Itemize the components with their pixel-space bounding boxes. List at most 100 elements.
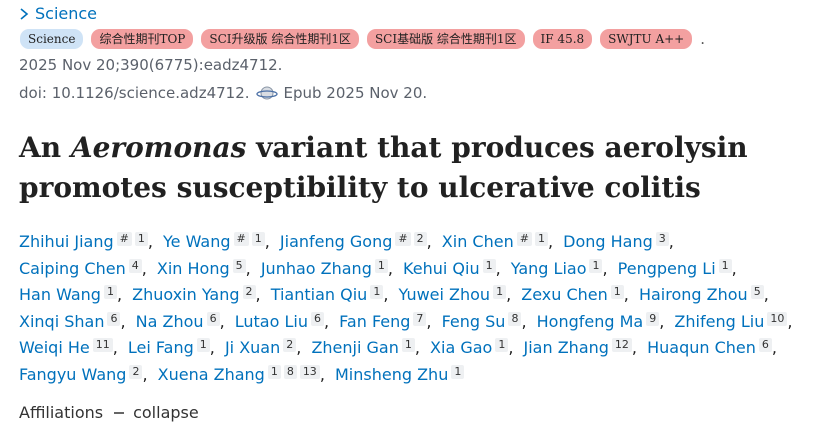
article-title: An Aeromonas variant that produces aerol… bbox=[19, 128, 779, 208]
author-name[interactable]: Xinqi Shan bbox=[19, 311, 105, 331]
separator: , bbox=[521, 311, 527, 331]
author-name[interactable]: Zhuoxin Yang bbox=[132, 285, 240, 305]
author-name[interactable]: Xuena Zhang bbox=[157, 364, 265, 384]
separator: , bbox=[763, 285, 769, 305]
affiliation-ref[interactable]: 7 bbox=[413, 311, 427, 326]
affiliation-ref[interactable]: # bbox=[116, 232, 132, 246]
author: Hairong Zhou 5, bbox=[639, 285, 774, 304]
affiliation-ref[interactable]: 1 bbox=[495, 338, 509, 353]
affiliation-ref[interactable]: 5 bbox=[750, 285, 764, 300]
affiliation-ref[interactable]: # bbox=[233, 232, 249, 246]
author-name[interactable]: Lutao Liu bbox=[234, 311, 308, 331]
affiliation-ref[interactable]: 5 bbox=[232, 258, 246, 273]
affiliation-ref[interactable]: 2 bbox=[242, 285, 256, 300]
author: Weiqi He 11, bbox=[19, 338, 123, 357]
affiliation-ref[interactable]: 1 bbox=[589, 258, 603, 273]
journal-name[interactable]: Science bbox=[35, 4, 98, 23]
affiliation-ref[interactable]: 6 bbox=[107, 311, 121, 326]
separator: , bbox=[495, 258, 501, 278]
affiliation-ref[interactable]: 8 bbox=[283, 364, 297, 379]
affiliation-ref[interactable]: # bbox=[516, 232, 532, 246]
separator: , bbox=[296, 338, 302, 358]
affiliation-ref[interactable]: 3 bbox=[655, 232, 669, 246]
affiliation-ref[interactable]: 1 bbox=[610, 285, 624, 300]
affiliation-ref[interactable]: # bbox=[395, 232, 411, 246]
journal-link[interactable]: Science bbox=[19, 4, 97, 23]
affiliation-ref[interactable]: 11 bbox=[92, 338, 113, 353]
affiliation-ref[interactable]: 1 bbox=[374, 258, 388, 273]
author-name[interactable]: Junhao Zhang bbox=[260, 258, 372, 278]
author-name[interactable]: Xin Chen bbox=[441, 232, 514, 251]
citation: 2025 Nov 20;390(6775):eadz4712. bbox=[19, 56, 283, 74]
affiliation-ref[interactable]: 2 bbox=[413, 232, 427, 246]
affiliation-ref[interactable]: 1 bbox=[267, 364, 281, 379]
author-name[interactable]: Kehui Qiu bbox=[403, 258, 480, 278]
author-name[interactable]: Zhihui Jiang bbox=[19, 232, 114, 251]
affiliation-ref[interactable]: 1 bbox=[493, 285, 507, 300]
separator: , bbox=[219, 311, 225, 331]
author: Han Wang 1, bbox=[19, 285, 127, 304]
collapse-label[interactable]: collapse bbox=[133, 403, 199, 422]
author-name[interactable]: Fan Feng bbox=[339, 311, 411, 331]
author-name[interactable]: Dong Hang bbox=[563, 232, 653, 251]
affiliation-ref[interactable]: 1 bbox=[401, 338, 415, 353]
author-name[interactable]: Yuwei Zhou bbox=[398, 285, 491, 305]
author-name[interactable]: Xia Gao bbox=[430, 338, 493, 358]
author: Yuwei Zhou 1, bbox=[399, 285, 517, 304]
separator: , bbox=[659, 311, 665, 331]
affiliation-ref[interactable]: 6 bbox=[310, 311, 324, 326]
affiliation-ref[interactable]: 1 bbox=[718, 258, 732, 273]
author-name[interactable]: Hongfeng Ma bbox=[536, 311, 644, 331]
author-name[interactable]: Hairong Zhou bbox=[638, 285, 748, 305]
author: Pengpeng Li 1, bbox=[617, 258, 742, 278]
affiliation-ref[interactable]: 4 bbox=[128, 258, 142, 273]
affiliation-ref[interactable]: 13 bbox=[299, 364, 320, 379]
affiliation-ref[interactable]: 1 bbox=[103, 285, 117, 300]
affiliation-ref[interactable]: 1 bbox=[482, 258, 496, 273]
author-name[interactable]: Zexu Chen bbox=[521, 285, 608, 305]
affiliation-ref[interactable]: 6 bbox=[206, 311, 220, 326]
author: Fangyu Wang 2, bbox=[19, 364, 153, 384]
separator: , bbox=[112, 338, 118, 358]
affiliation-ref[interactable]: 8 bbox=[508, 311, 522, 326]
author: Xin Chen #1, bbox=[442, 232, 558, 251]
author-name[interactable]: Fangyu Wang bbox=[19, 364, 127, 384]
affiliation-ref[interactable]: 6 bbox=[758, 338, 772, 353]
author-name[interactable]: Pengpeng Li bbox=[617, 258, 716, 278]
affiliation-ref[interactable]: 1 bbox=[196, 338, 210, 353]
collapse-toggle[interactable]: collapse bbox=[113, 403, 199, 422]
affiliation-ref[interactable]: 1 bbox=[134, 232, 148, 246]
author: Zhifeng Liu 10, bbox=[674, 311, 797, 331]
author-name[interactable]: Ye Wang bbox=[163, 232, 231, 251]
author: Xinqi Shan 6, bbox=[19, 311, 131, 331]
affiliation-ref[interactable]: 2 bbox=[129, 364, 143, 379]
author-name[interactable]: Tiantian Qiu bbox=[270, 285, 368, 305]
author-name[interactable]: Zhenji Gan bbox=[311, 338, 399, 358]
author-name[interactable]: Minsheng Zhu bbox=[335, 364, 449, 384]
author-name[interactable]: Huaqun Chen bbox=[647, 338, 756, 358]
author-name[interactable]: Ji Xuan bbox=[224, 338, 281, 358]
affiliation-ref[interactable]: 1 bbox=[451, 364, 465, 379]
affiliation-ref[interactable]: 12 bbox=[611, 338, 632, 353]
author-name[interactable]: Zhifeng Liu bbox=[674, 311, 765, 331]
author-name[interactable]: Jianfeng Gong bbox=[279, 232, 393, 251]
affiliation-ref[interactable]: 2 bbox=[283, 338, 297, 353]
author-name[interactable]: Yang Liao bbox=[510, 258, 587, 278]
author-name[interactable]: Lei Fang bbox=[127, 338, 194, 358]
separator: , bbox=[387, 258, 393, 278]
separator: , bbox=[414, 338, 420, 358]
badge-row: Science 综合性期刊TOP SCI升级版 综合性期刊1区 SCI基础版 综合性期… bbox=[20, 29, 705, 49]
author-name[interactable]: Jian Zhang bbox=[523, 338, 609, 358]
author: Tiantian Qiu 1, bbox=[271, 285, 394, 304]
author-name[interactable]: Weiqi He bbox=[19, 338, 90, 358]
affiliation-ref[interactable]: 9 bbox=[646, 311, 660, 326]
affiliation-ref[interactable]: 1 bbox=[251, 232, 265, 246]
affiliation-ref[interactable]: 1 bbox=[370, 285, 384, 300]
author-name[interactable]: Feng Su bbox=[441, 311, 506, 331]
author-name[interactable]: Han Wang bbox=[19, 285, 101, 305]
affiliation-ref[interactable]: 10 bbox=[767, 311, 788, 326]
affiliation-ref[interactable]: 1 bbox=[534, 232, 548, 246]
author-name[interactable]: Xin Hong bbox=[156, 258, 230, 278]
author-name[interactable]: Na Zhou bbox=[135, 311, 204, 331]
author-name[interactable]: Caiping Chen bbox=[19, 258, 126, 278]
